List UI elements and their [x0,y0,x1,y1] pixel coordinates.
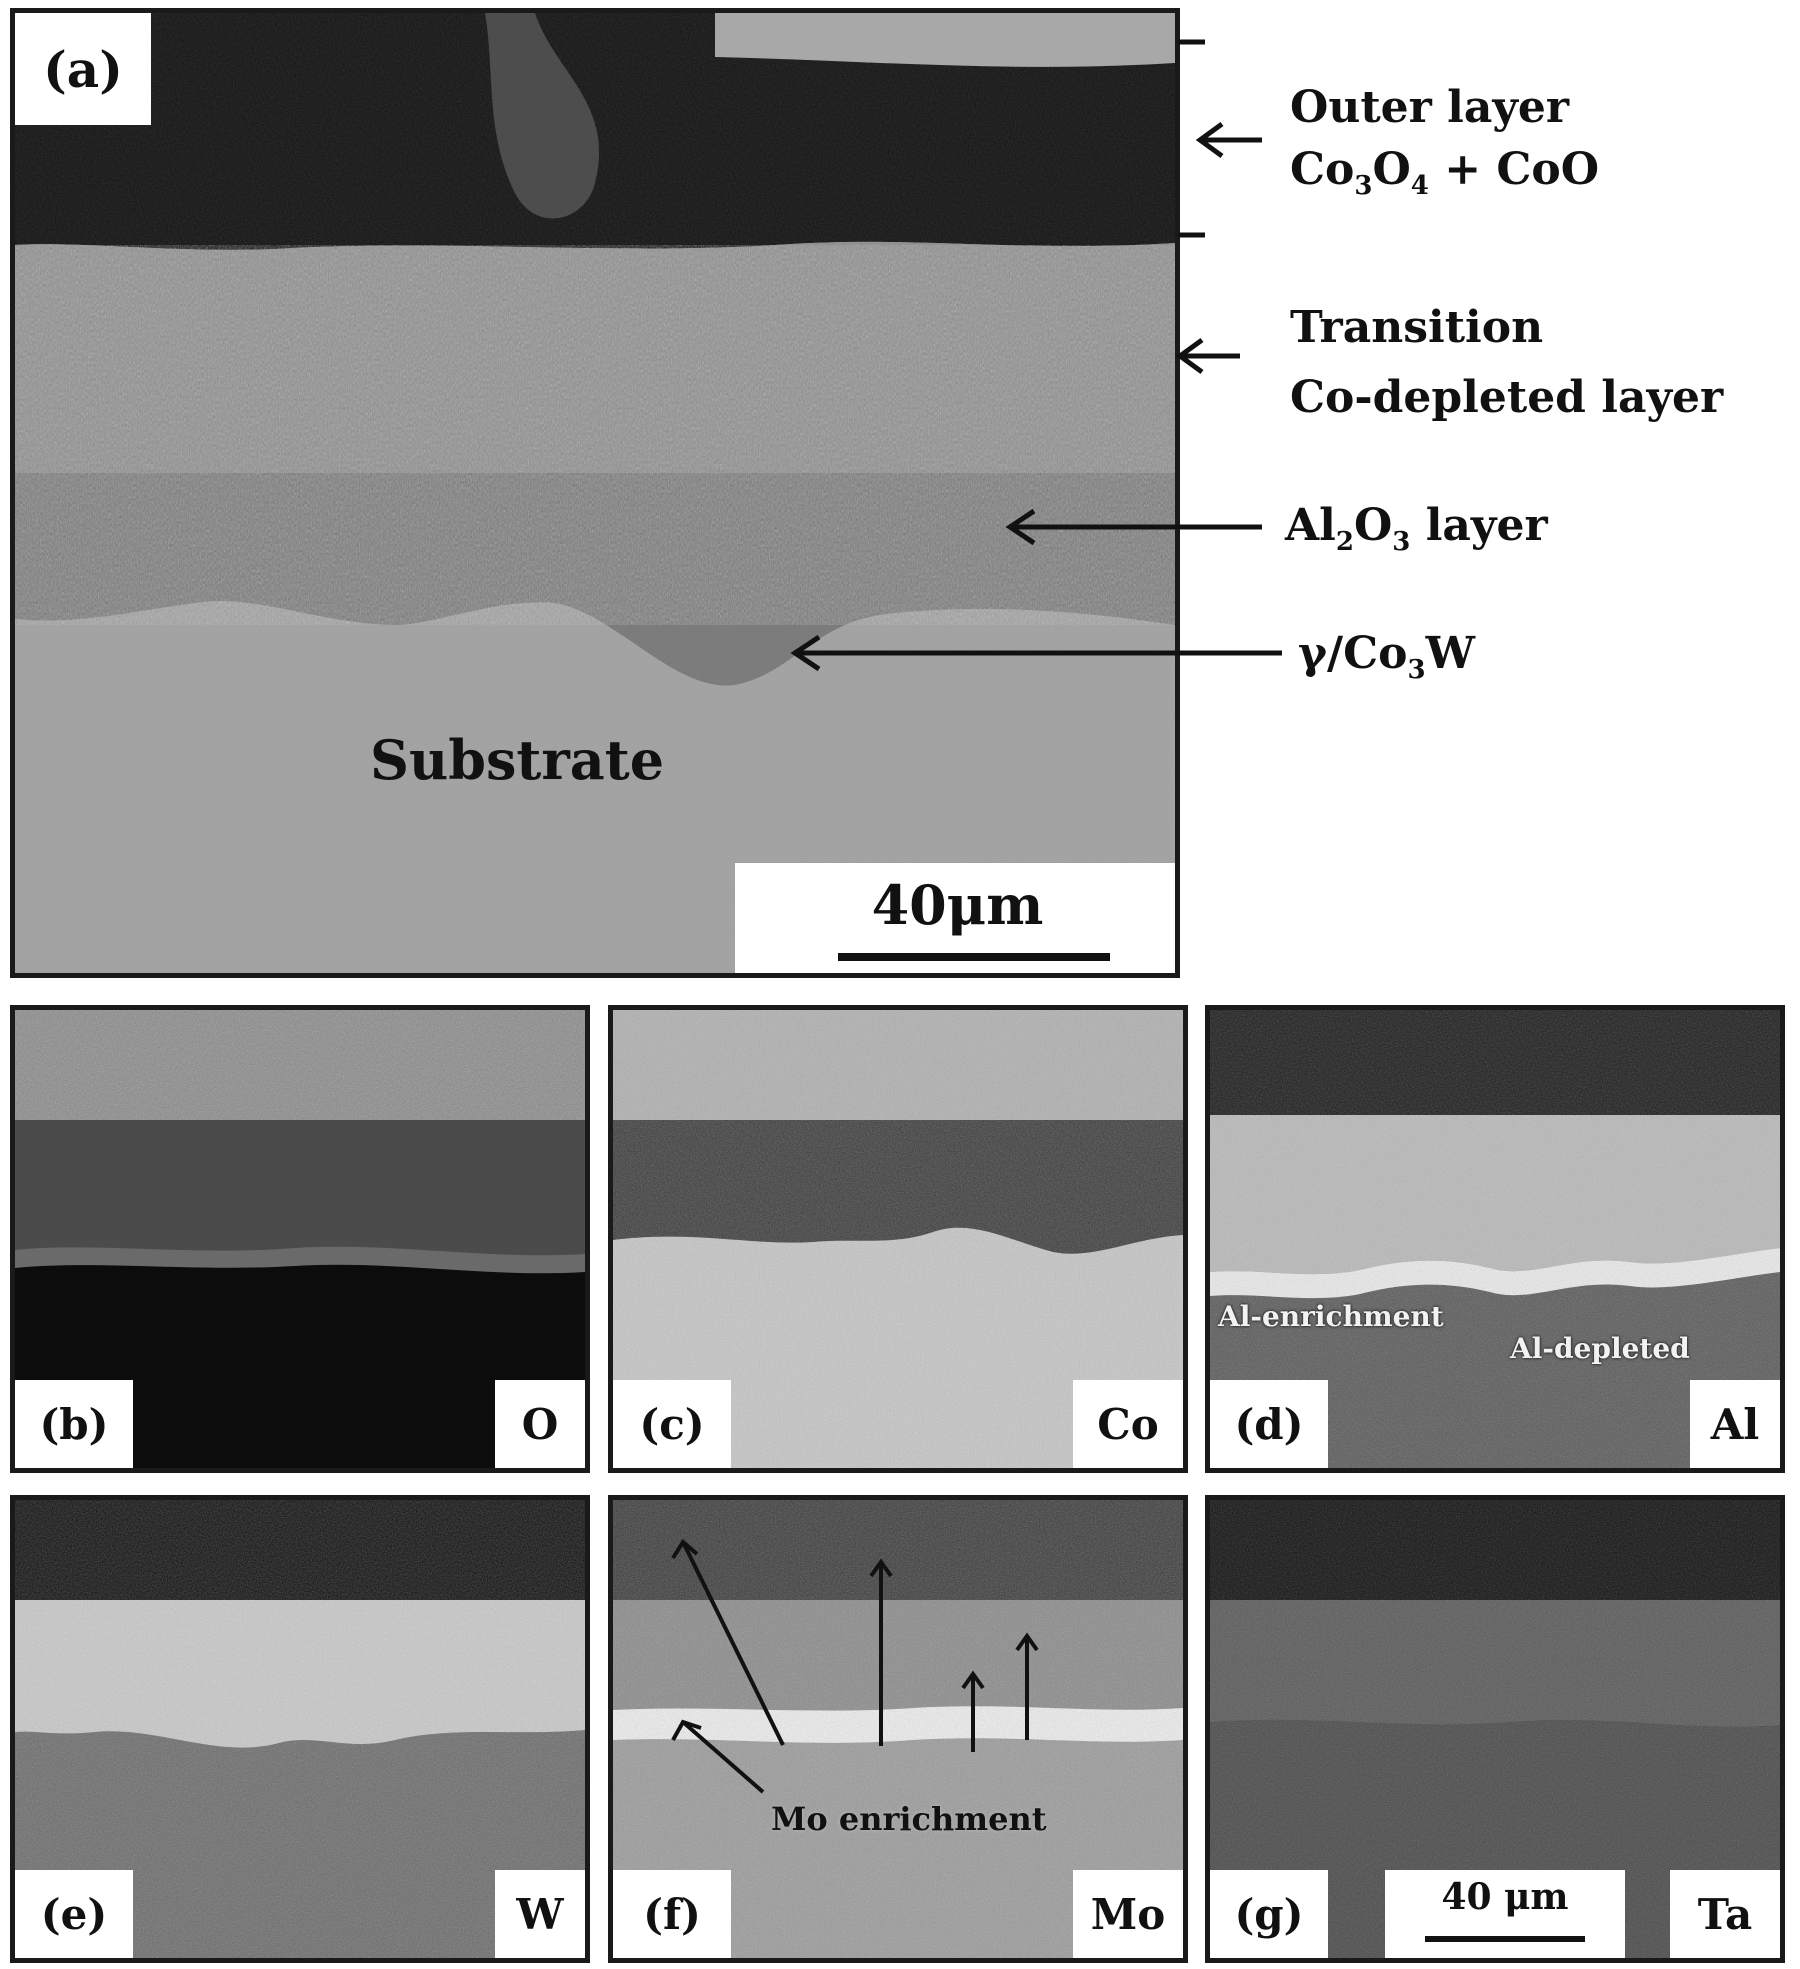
w-element-map [15,1500,585,1958]
panel-c-element: Co [1073,1380,1183,1468]
panel-f-element: Mo [1073,1870,1183,1958]
al-element-map [1210,1010,1780,1468]
panel-g-ta-map: (g) 40 μm Ta [1205,1495,1785,1963]
panel-c-label: (c) [613,1380,731,1468]
panel-g-element: Ta [1670,1870,1780,1958]
panel-f-label: (f) [613,1870,731,1958]
panel-e-element: W [495,1870,585,1958]
panel-g-scale-text: 40 μm [1441,1876,1569,1918]
substrate-label: Substrate [370,728,665,792]
co-depleted-label: Co-depleted layer [1290,372,1724,423]
panel-a-scale-text: 40μm [871,873,1044,937]
panel-a-scalebar: 40μm [735,863,1175,973]
panel-d-al-map: Al-enrichment Al-depleted (d) Al [1205,1005,1785,1473]
panel-g-scale-bar-line [1425,1936,1585,1942]
panel-b-o-map: (b) O [10,1005,590,1473]
outer-layer-composition: Co3O4 + CoO [1290,144,1600,201]
panel-b-element: O [495,1380,585,1468]
panel-e-w-map: (e) W [10,1495,590,1963]
al-enrichment-note: Al-enrichment [1218,1300,1444,1333]
transition-label: Transition [1290,302,1544,353]
al-depleted-note: Al-depleted [1510,1332,1690,1365]
panel-b-label: (b) [15,1380,133,1468]
al2o3-layer-label: Al2O3 layer [1285,500,1548,557]
panel-a-label: (a) [15,13,151,125]
gamma-co3w-label: γ/Co3W [1298,628,1475,685]
outer-layer-title: Outer layer [1290,82,1570,133]
mo-enrichment-note: Mo enrichment [771,1800,1047,1838]
o-element-map [15,1010,585,1468]
panel-f-mo-map: Mo enrichment (f) Mo [608,1495,1188,1963]
panel-g-scalebar: 40 μm [1385,1870,1625,1958]
panel-a-scale-bar-line [838,953,1110,961]
sem-cross-section [15,13,1175,973]
panel-a-sem-image: (a) Substrate 40μm [10,8,1180,978]
panel-c-co-map: (c) Co [608,1005,1188,1473]
panel-g-label: (g) [1210,1870,1328,1958]
panel-d-label: (d) [1210,1380,1328,1468]
panel-d-element: Al [1690,1380,1780,1468]
panel-e-label: (e) [15,1870,133,1958]
